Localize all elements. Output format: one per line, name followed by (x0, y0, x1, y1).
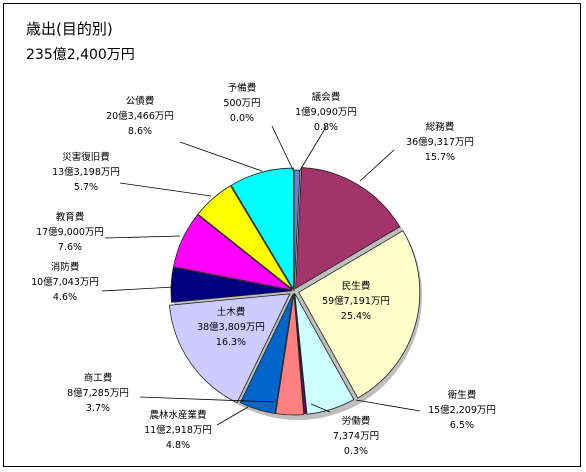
slice-label-amount-0: 1億9,090万円 (295, 106, 357, 118)
pie-slice-7 (168, 293, 291, 404)
pie-slice-11 (230, 167, 294, 291)
leader-line-12 (271, 125, 294, 171)
slice-label-percent-11: 8.6% (128, 126, 152, 137)
leader-line-10 (119, 182, 212, 197)
slice-label-name-0: 議会費 (312, 91, 341, 103)
slice-label-percent-0: 0.8% (314, 122, 338, 133)
pie-slice-3 (294, 293, 355, 415)
slice-label-amount-6: 11億2,918万円 (144, 424, 212, 436)
leader-line-5 (139, 396, 275, 403)
pie-slice-5 (275, 293, 305, 416)
leader-line-6 (216, 406, 249, 426)
slice-label-amount-5: 8億7,285万円 (67, 387, 129, 399)
leader-line-3 (355, 399, 421, 412)
pie-slice-1 (295, 167, 401, 290)
slice-label-name-1: 総務費 (426, 121, 455, 133)
pie-slice-2 (298, 230, 421, 399)
slice-label-name-12: 予備費 (228, 82, 257, 94)
slice-label-amount-12: 500万円 (223, 98, 260, 109)
chart-title: 歳出(目的別) (26, 20, 113, 38)
slice-label-percent-6: 4.8% (166, 440, 190, 451)
slice-label-name-5: 商工費 (84, 372, 113, 384)
leader-line-0 (298, 126, 327, 173)
slice-label-name-11: 公債費 (126, 95, 155, 107)
slice-label-amount-8: 10億7,043万円 (31, 276, 99, 288)
slice-label-name-8: 消防費 (51, 261, 80, 273)
slice-label-percent-5: 3.7% (86, 403, 110, 414)
leader-line-8 (101, 286, 175, 292)
slice-label-name-10: 災害復旧費 (62, 151, 110, 163)
slice-label-name-9: 教育費 (56, 211, 85, 223)
slice-label-name-4: 労働費 (342, 415, 371, 427)
pie-slice-10 (197, 185, 294, 290)
leader-line-11 (179, 141, 263, 172)
leader-line-4 (310, 403, 331, 413)
pie-slice-8 (170, 267, 293, 303)
slice-label-amount-11: 20億3,466万円 (106, 110, 174, 122)
slice-label-percent-8: 4.6% (53, 292, 77, 303)
slice-label-amount-1: 36億9,317万円 (406, 136, 474, 148)
slice-label-percent-3: 6.5% (450, 420, 474, 431)
slice-label-amount-3: 15億2,209万円 (428, 404, 496, 416)
slice-label-amount-2: 59億7,191万円 (322, 295, 390, 307)
leader-line-9 (104, 235, 181, 239)
slice-label-percent-12: 0.0% (230, 113, 254, 124)
slice-label-percent-2: 25.4% (341, 311, 371, 322)
leader-line-1 (359, 149, 395, 182)
slice-label-percent-10: 5.7% (74, 182, 98, 193)
slice-label-percent-4: 0.3% (344, 446, 368, 457)
slice-label-name-3: 衛生費 (448, 389, 477, 401)
slice-label-percent-7: 16.3% (216, 337, 246, 348)
slice-label-amount-10: 13億3,198万円 (52, 166, 120, 178)
pie-slice-9 (173, 214, 293, 291)
slice-label-name-6: 農林水産業費 (149, 409, 206, 421)
slice-label-amount-7: 38億3,809万円 (197, 321, 265, 333)
pie-slice-6 (239, 293, 294, 414)
slice-label-name-2: 民生費 (342, 280, 371, 292)
slice-label-percent-1: 15.7% (425, 152, 455, 163)
slice-label-name-7: 土木費 (217, 306, 246, 318)
slice-label-percent-9: 7.6% (58, 242, 82, 253)
chart-total: 235億2,400万円 (26, 47, 135, 63)
slice-label-amount-4: 7,374万円 (333, 431, 379, 442)
slice-label-amount-9: 17億9,000万円 (36, 226, 104, 238)
